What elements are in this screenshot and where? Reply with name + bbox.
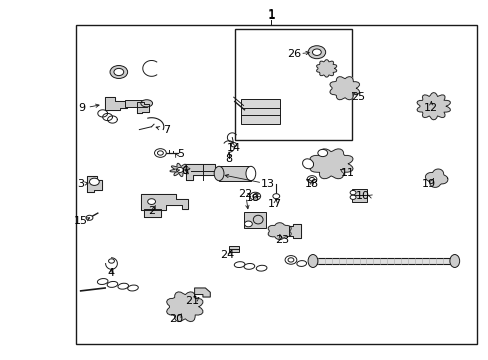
Text: 20: 20 <box>169 314 183 324</box>
Bar <box>351 189 366 202</box>
Text: 6: 6 <box>181 166 188 176</box>
Ellipse shape <box>147 199 155 204</box>
Ellipse shape <box>86 215 93 220</box>
Ellipse shape <box>97 279 108 284</box>
Ellipse shape <box>307 255 317 267</box>
Text: 25: 25 <box>350 92 364 102</box>
Text: 9: 9 <box>78 103 85 113</box>
Text: 2: 2 <box>148 206 155 216</box>
Ellipse shape <box>307 46 325 59</box>
Text: 15: 15 <box>74 216 87 226</box>
Ellipse shape <box>252 194 257 198</box>
Text: 17: 17 <box>267 199 281 210</box>
Ellipse shape <box>253 215 263 224</box>
Polygon shape <box>194 288 210 297</box>
Ellipse shape <box>230 143 236 147</box>
Text: 8: 8 <box>225 154 232 165</box>
Bar <box>228 246 238 252</box>
Ellipse shape <box>127 285 138 291</box>
Ellipse shape <box>256 265 266 271</box>
Ellipse shape <box>312 49 321 55</box>
Ellipse shape <box>89 178 99 185</box>
Ellipse shape <box>141 100 152 107</box>
Text: 23: 23 <box>275 235 288 246</box>
Ellipse shape <box>449 255 459 267</box>
Ellipse shape <box>176 167 183 172</box>
Text: 22: 22 <box>238 189 252 199</box>
Text: 13: 13 <box>261 179 274 189</box>
Ellipse shape <box>157 151 163 155</box>
Polygon shape <box>267 223 291 239</box>
Text: 5: 5 <box>177 149 184 159</box>
Polygon shape <box>425 169 447 187</box>
Ellipse shape <box>107 282 118 287</box>
Bar <box>240 99 279 124</box>
Text: 7: 7 <box>163 125 169 135</box>
Ellipse shape <box>154 149 166 157</box>
Text: 11: 11 <box>341 168 354 178</box>
Ellipse shape <box>108 259 114 263</box>
Text: 14: 14 <box>226 143 240 153</box>
Polygon shape <box>87 176 102 192</box>
Ellipse shape <box>272 194 279 199</box>
Polygon shape <box>185 164 224 180</box>
Polygon shape <box>141 194 188 210</box>
Ellipse shape <box>110 66 127 78</box>
Polygon shape <box>288 224 300 238</box>
Ellipse shape <box>349 195 355 199</box>
Ellipse shape <box>285 256 296 264</box>
Text: 4: 4 <box>108 267 115 278</box>
Polygon shape <box>144 209 161 217</box>
Polygon shape <box>105 97 127 110</box>
Polygon shape <box>137 102 149 113</box>
Ellipse shape <box>234 262 244 267</box>
Ellipse shape <box>302 159 313 169</box>
Text: 10: 10 <box>355 191 369 201</box>
Polygon shape <box>169 163 189 177</box>
Ellipse shape <box>114 68 123 76</box>
Bar <box>124 100 146 107</box>
Text: 3: 3 <box>77 179 84 189</box>
Polygon shape <box>329 77 359 100</box>
Ellipse shape <box>214 166 224 181</box>
Text: 18: 18 <box>304 179 318 189</box>
Ellipse shape <box>244 264 254 269</box>
Polygon shape <box>316 60 336 77</box>
Ellipse shape <box>249 192 260 200</box>
Polygon shape <box>309 149 352 179</box>
Bar <box>243 212 265 228</box>
Text: 12: 12 <box>424 103 437 113</box>
Bar <box>76 25 476 344</box>
Polygon shape <box>416 93 449 120</box>
Text: 19: 19 <box>421 179 435 189</box>
Text: 1: 1 <box>267 8 275 21</box>
Ellipse shape <box>317 149 327 157</box>
Polygon shape <box>166 292 203 321</box>
Ellipse shape <box>287 258 293 262</box>
Ellipse shape <box>245 166 255 181</box>
Ellipse shape <box>296 261 306 266</box>
Ellipse shape <box>306 176 316 183</box>
Text: 21: 21 <box>184 296 198 306</box>
Ellipse shape <box>118 283 128 289</box>
Ellipse shape <box>244 221 252 227</box>
Bar <box>234 29 351 140</box>
Bar <box>312 258 454 264</box>
Ellipse shape <box>349 190 355 195</box>
Bar <box>219 166 250 181</box>
Text: 24: 24 <box>220 249 234 260</box>
Ellipse shape <box>309 177 314 181</box>
Text: 1: 1 <box>267 9 275 22</box>
Text: 16: 16 <box>246 193 260 203</box>
Text: 26: 26 <box>287 49 301 59</box>
